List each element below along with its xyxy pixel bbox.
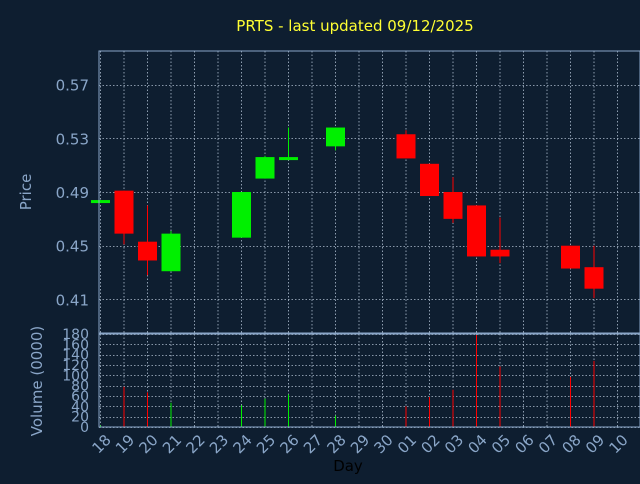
x-tick-label: 04 (465, 431, 491, 457)
x-tick-label: 03 (441, 431, 467, 457)
volume-tick-label: 20 (71, 410, 89, 426)
candle-02 (420, 163, 439, 197)
candle-20 (138, 205, 157, 276)
x-tick-label: 09 (582, 431, 608, 457)
x-tick-label: 23 (206, 431, 232, 457)
price-panel-frame (98, 50, 640, 334)
x-tick-label: 27 (300, 431, 326, 457)
price-grid (99, 51, 640, 333)
candle-24 (232, 192, 251, 238)
candle-body (420, 163, 439, 197)
candle-body (255, 157, 275, 179)
volume-panel-frame (98, 333, 640, 428)
price-tick-label: 0.57 (56, 77, 89, 95)
x-tick-label: 18 (89, 431, 115, 457)
x-tick-label: 08 (559, 431, 585, 457)
candle-body (490, 249, 510, 257)
price-y-tick-labels: 0.41 0.45 0.49 0.53 0.57 (56, 77, 89, 310)
candle-body (467, 205, 486, 257)
x-tick-label: 07 (535, 431, 561, 457)
volume-grid (99, 334, 640, 428)
volume-tick-label: 140 (62, 348, 89, 364)
candle-28 (326, 127, 345, 151)
x-tick-label: 25 (253, 431, 279, 457)
candle-body (443, 192, 463, 219)
candles (91, 127, 604, 299)
candle-04 (467, 205, 486, 257)
candle-body (326, 127, 345, 147)
x-axis-label: Day (333, 457, 363, 475)
price-tick-label: 0.49 (56, 184, 89, 202)
candle-body (114, 190, 134, 234)
price-tick-label: 0.53 (56, 130, 89, 148)
candle-25 (255, 155, 275, 179)
x-tick-label: 21 (159, 431, 185, 457)
price-axis-label: Price (17, 174, 35, 211)
candle-18 (91, 200, 110, 204)
candle-body (161, 233, 181, 272)
candle-body (91, 200, 110, 204)
x-tick-label: 30 (371, 431, 397, 457)
x-tick-labels: 1819202122232425262728293001020304050607… (89, 431, 632, 457)
candle-body (138, 241, 157, 261)
x-tick-label: 20 (136, 431, 162, 457)
candle-body (232, 192, 251, 238)
candle-03 (443, 177, 463, 223)
volume-tick-label: 80 (71, 379, 89, 395)
x-tick-label: 22 (183, 431, 209, 457)
x-tick-label: 29 (347, 431, 373, 457)
x-tick-label: 06 (512, 431, 538, 457)
candle-body (584, 267, 604, 289)
candle-body (279, 157, 298, 161)
x-tick-label: 05 (488, 431, 514, 457)
volume-tick-label: 160 (62, 337, 89, 353)
volume-tick-label: 100 (62, 368, 89, 384)
candle-05 (490, 217, 510, 264)
candle-19 (114, 190, 134, 245)
x-tick-label: 02 (418, 431, 444, 457)
volume-axis-label: Volume (0000) (28, 326, 46, 436)
candle-01 (396, 130, 416, 159)
candle-21 (161, 230, 181, 272)
x-tick-label: 26 (277, 431, 303, 457)
volume-bars (100, 335, 595, 427)
volume-tick-label: 120 (62, 358, 89, 374)
x-tick-label: 01 (394, 431, 420, 457)
x-tick-label: 24 (230, 431, 256, 457)
candle-body (561, 245, 580, 269)
volume-tick-label: 0 (80, 420, 89, 436)
volume-tick-label: 60 (71, 389, 89, 405)
candle-08 (561, 245, 580, 269)
volume-tick-label: 40 (71, 399, 89, 415)
x-tick-label: 10 (606, 431, 632, 457)
volume-tick-label: 180 (62, 327, 89, 343)
price-tick-label: 0.45 (56, 238, 89, 256)
price-tick-label: 0.41 (56, 291, 89, 309)
candle-26 (279, 127, 298, 161)
x-tick-label: 19 (112, 431, 138, 457)
candle-body (396, 134, 416, 159)
chart-title: PRTS - last updated 09/12/2025 (236, 17, 473, 35)
x-tick-label: 28 (324, 431, 350, 457)
candle-09 (584, 245, 604, 299)
